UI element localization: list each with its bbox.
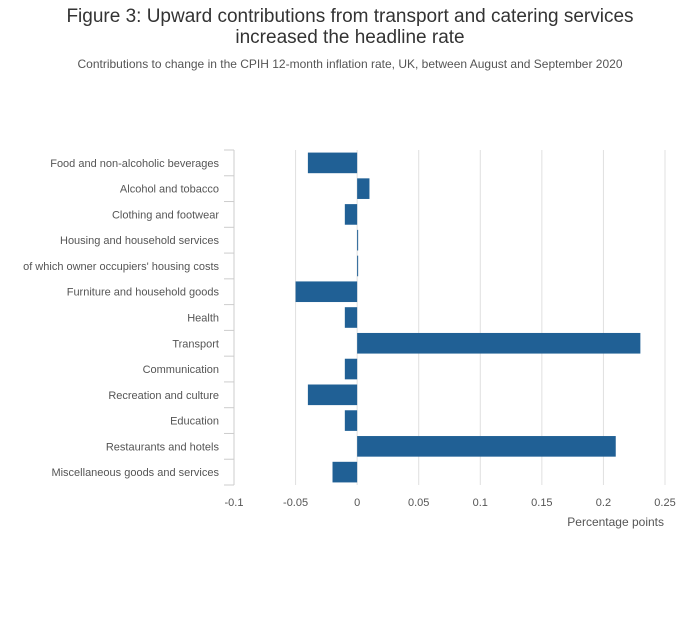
category-label-12: Miscellaneous goods and services	[51, 467, 219, 479]
category-label-6: Health	[187, 313, 219, 325]
category-label-1: Alcohol and tobacco	[120, 184, 219, 196]
x-tick-label-4: 0.1	[473, 497, 488, 509]
category-label-2: Clothing and footwear	[112, 209, 219, 221]
chart-title: Figure 3: Upward contributions from tran…	[0, 6, 700, 48]
x-tick-labels: -0.1 -0.05 0 0.05 0.1 0.15 0.2 0.25	[225, 497, 676, 509]
bar-1[interactable]	[357, 178, 370, 199]
x-tick-label-0: -0.1	[225, 497, 244, 509]
chart-subtitle: Contributions to change in the CPIH 12-m…	[77, 57, 623, 71]
bar-10[interactable]	[344, 410, 358, 431]
category-label-7: Transport	[172, 338, 219, 350]
bar-2[interactable]	[344, 204, 358, 225]
bar-5[interactable]	[295, 281, 358, 303]
x-tick-label-3: 0.05	[408, 497, 429, 509]
bar-7[interactable]	[357, 332, 641, 354]
bar-8[interactable]	[344, 358, 358, 380]
category-label-10: Education	[170, 416, 219, 428]
category-label-4: of which owner occupiers' housing costs	[23, 261, 219, 273]
x-tick-label-1: -0.05	[283, 497, 308, 509]
gridlines	[224, 149, 666, 486]
category-label-5: Furniture and household goods	[67, 287, 220, 299]
category-label-0: Food and non-alcoholic beverages	[50, 158, 219, 170]
chart-title-line-1: Figure 3: Upward contributions from tran…	[66, 6, 634, 27]
bar-3[interactable]	[357, 229, 359, 251]
category-label-11: Restaurants and hotels	[106, 441, 220, 453]
x-tick-label-7: 0.25	[654, 497, 675, 509]
bar-4[interactable]	[357, 255, 359, 277]
x-axis-label: Percentage points	[567, 515, 664, 529]
bars	[295, 152, 641, 483]
x-tick-label-2: 0	[354, 497, 360, 509]
x-tick-label-5: 0.15	[531, 497, 552, 509]
x-tick-label-6: 0.2	[596, 497, 611, 509]
chart-title-line-2: increased the headline rate	[235, 27, 465, 48]
bar-6[interactable]	[344, 307, 358, 328]
bar-12[interactable]	[332, 461, 358, 483]
category-label-9: Recreation and culture	[108, 390, 219, 402]
bar-0[interactable]	[307, 152, 358, 174]
category-labels: Food and non-alcoholic beverages Alcohol …	[23, 158, 219, 479]
bar-11[interactable]	[357, 436, 616, 457]
category-label-8: Communication	[143, 364, 219, 376]
category-label-3: Housing and household services	[60, 235, 219, 247]
bar-9[interactable]	[307, 384, 358, 406]
